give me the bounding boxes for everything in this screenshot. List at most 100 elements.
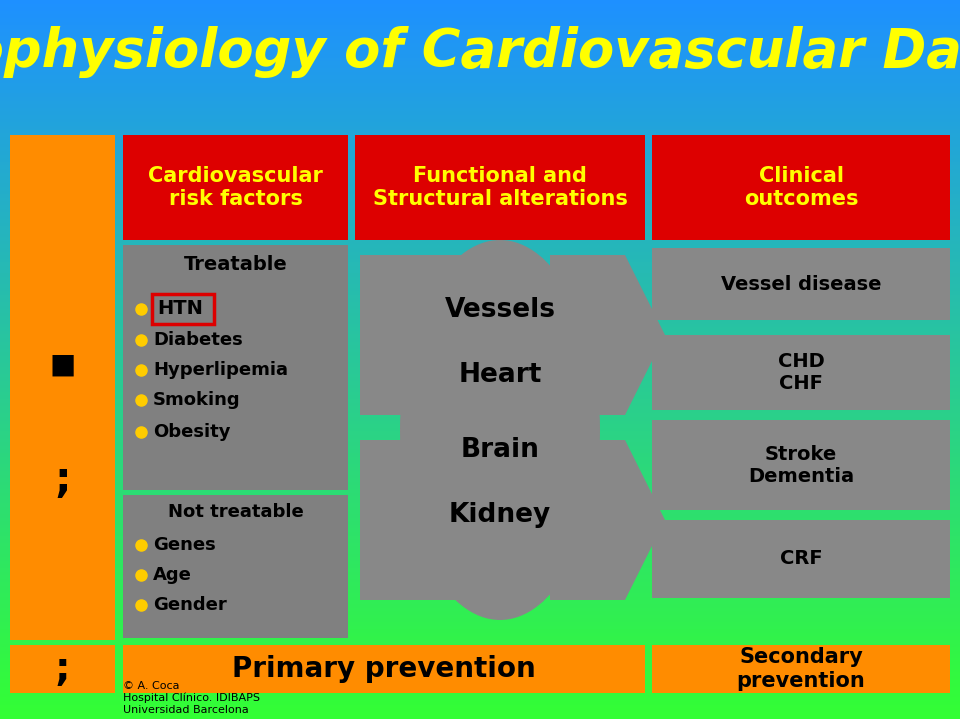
Bar	[0, 212, 960, 216]
Bar	[652, 248, 950, 320]
Bar	[0, 654, 960, 658]
Bar	[0, 29, 960, 32]
Bar	[0, 151, 960, 155]
Bar	[0, 360, 960, 363]
Bar	[0, 435, 960, 439]
Bar	[0, 385, 960, 388]
Bar	[0, 324, 960, 327]
Bar	[0, 579, 960, 582]
Bar	[0, 608, 960, 611]
Bar	[0, 543, 960, 546]
Bar	[0, 165, 960, 169]
Bar	[0, 270, 960, 273]
Bar	[0, 377, 960, 381]
Bar	[0, 158, 960, 162]
Text: Gender: Gender	[153, 596, 227, 614]
Text: Vessels: Vessels	[444, 297, 556, 323]
Text: Brain: Brain	[461, 437, 540, 463]
Bar	[0, 626, 960, 629]
Bar	[0, 701, 960, 705]
Bar	[0, 697, 960, 701]
Bar	[0, 528, 960, 532]
Text: Primary prevention: Primary prevention	[232, 655, 536, 683]
Bar	[0, 58, 960, 61]
Bar	[0, 539, 960, 543]
Text: Age: Age	[153, 566, 192, 584]
Bar	[0, 75, 960, 79]
Bar	[0, 169, 960, 173]
Bar	[0, 194, 960, 198]
Bar	[0, 500, 960, 503]
Bar	[0, 334, 960, 338]
Bar	[0, 266, 960, 270]
Bar	[0, 514, 960, 518]
Bar	[0, 464, 960, 467]
Bar	[0, 669, 960, 672]
Bar	[0, 604, 960, 608]
Bar	[0, 493, 960, 496]
Bar	[0, 572, 960, 575]
Bar	[0, 342, 960, 345]
Bar	[0, 122, 960, 126]
Bar	[0, 209, 960, 212]
Bar	[0, 345, 960, 349]
Bar	[0, 507, 960, 510]
Bar	[0, 36, 960, 40]
Bar	[0, 672, 960, 676]
Bar	[0, 306, 960, 309]
Polygon shape	[360, 255, 555, 415]
Bar	[0, 564, 960, 568]
Bar	[0, 14, 960, 18]
Bar	[0, 593, 960, 597]
Bar	[0, 661, 960, 665]
Text: HTN: HTN	[157, 300, 203, 319]
Bar	[0, 79, 960, 83]
Bar	[0, 503, 960, 507]
Bar	[652, 420, 950, 510]
Bar	[0, 521, 960, 525]
Bar	[0, 381, 960, 385]
Bar	[0, 561, 960, 564]
Bar	[0, 320, 960, 324]
Bar	[0, 525, 960, 528]
Bar	[10, 645, 115, 693]
Bar	[0, 651, 960, 654]
Text: Obesity: Obesity	[153, 423, 230, 441]
Polygon shape	[550, 440, 665, 600]
Bar	[0, 633, 960, 636]
Bar	[0, 356, 960, 360]
Bar	[0, 518, 960, 521]
Bar	[0, 363, 960, 367]
Bar	[0, 4, 960, 7]
Bar	[0, 0, 960, 4]
Bar	[0, 424, 960, 428]
Bar	[0, 410, 960, 413]
Bar	[0, 575, 960, 579]
Bar	[0, 557, 960, 561]
Bar	[0, 262, 960, 266]
Bar	[0, 471, 960, 475]
Bar	[652, 645, 950, 693]
Text: Vessel disease: Vessel disease	[721, 275, 881, 293]
Bar	[0, 191, 960, 194]
Bar	[0, 331, 960, 334]
Bar	[0, 428, 960, 431]
Bar	[0, 173, 960, 176]
Bar	[0, 241, 960, 244]
FancyBboxPatch shape	[152, 294, 214, 324]
Bar	[0, 180, 960, 183]
Bar	[0, 478, 960, 482]
Bar	[0, 636, 960, 640]
Bar	[652, 335, 950, 410]
Bar	[0, 25, 960, 29]
Bar	[0, 216, 960, 219]
Bar	[0, 629, 960, 633]
Bar	[0, 510, 960, 514]
Bar	[0, 144, 960, 147]
Bar	[0, 22, 960, 25]
Bar	[652, 135, 950, 240]
Bar	[0, 298, 960, 302]
Bar	[10, 135, 115, 640]
Bar	[0, 690, 960, 694]
Bar	[0, 201, 960, 205]
